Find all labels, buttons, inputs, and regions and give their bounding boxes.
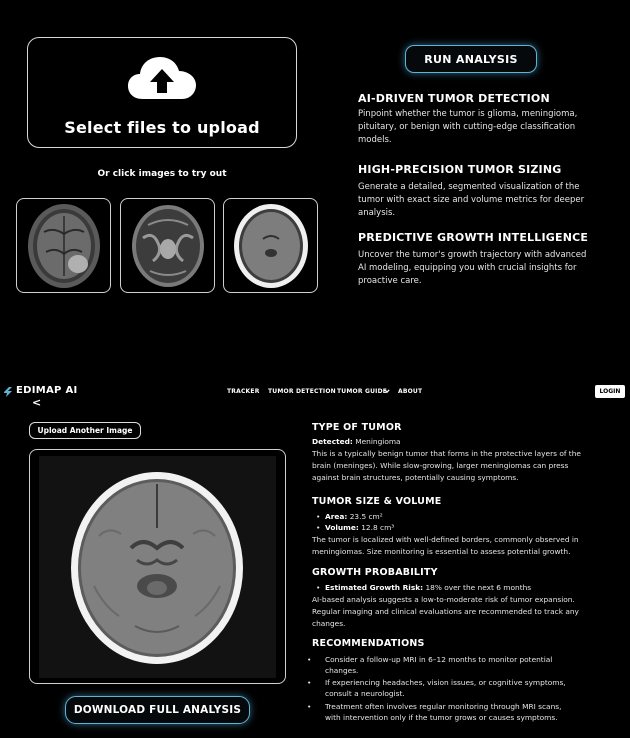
upload-dropzone[interactable] [27, 37, 297, 148]
detected-label: Detected: [312, 437, 353, 446]
volume-metric: • Volume: 12.8 cm³ [316, 523, 395, 532]
detected-value: Meningioma [355, 437, 401, 446]
download-analysis-button[interactable]: DOWNLOAD FULL ANALYSIS [65, 696, 250, 724]
cloud-upload-icon[interactable] [127, 55, 197, 100]
run-analysis-button[interactable]: RUN ANALYSIS [405, 45, 537, 73]
tumor-size-title: TUMOR SIZE & VOLUME [312, 496, 442, 507]
logo-text[interactable]: EDIMAP AI [16, 385, 78, 396]
recommendation-item: • Treatment often involves regular monito… [307, 702, 562, 722]
mri-thumbnail-1 [27, 203, 100, 288]
upload-label[interactable]: Select files to upload [64, 118, 260, 137]
sample-image-1[interactable] [16, 198, 111, 293]
growth-title: GROWTH PROBABILITY [312, 567, 438, 578]
feature-body-sizing: Generate a detailed, segmented visualiza… [358, 182, 585, 218]
growth-risk: • Estimated Growth Risk: 18% over the nex… [316, 583, 532, 592]
nav-tumor-guide[interactable]: TUMOR GUIDE [337, 388, 388, 395]
mri-thumbnail-3 [233, 203, 308, 288]
mri-thumbnail-2 [131, 204, 204, 287]
recommendations-title: RECOMMENDATIONS [312, 638, 425, 649]
feature-body-growth: Uncover the tumor's growth trajectory wi… [358, 250, 587, 286]
nav-tracker[interactable]: TRACKER [227, 388, 260, 395]
chevron-down-icon[interactable] [384, 388, 390, 394]
back-button[interactable]: < [32, 396, 42, 409]
feature-title-sizing: HIGH-PRECISION TUMOR SIZING [358, 163, 562, 176]
growth-body: AI-based analysis suggests a low-to-mode… [312, 595, 579, 628]
logo-icon[interactable] [3, 386, 15, 398]
tumor-type-title: TYPE OF TUMOR [312, 422, 402, 433]
sample-image-3[interactable] [223, 198, 318, 293]
nav-about[interactable]: ABOUT [398, 388, 423, 395]
recommendation-item: • If experiencing headaches, vision issue… [307, 678, 566, 698]
feature-body-detection: Pinpoint whether the tumor is glioma, me… [358, 109, 578, 145]
scan-frame [29, 449, 286, 684]
sample-image-2[interactable] [120, 198, 215, 293]
nav-tumor-detection[interactable]: TUMOR DETECTION [268, 388, 336, 395]
feature-title-growth: PREDICTIVE GROWTH INTELLIGENCE [358, 231, 589, 244]
tumor-size-body: The tumor is localized with well-defined… [312, 535, 579, 556]
tumor-type-body: Detected: Meningioma This is a typically… [312, 437, 581, 482]
upload-another-button[interactable]: Upload Another Image [29, 422, 141, 439]
feature-title-detection: AI-DRIVEN TUMOR DETECTION [358, 92, 550, 105]
recommendation-item: • Consider a follow-up MRI in 6–12 months… [307, 655, 553, 675]
try-samples-label: Or click images to try out [97, 169, 227, 179]
login-button[interactable]: LOGIN [595, 385, 625, 398]
ct-scan-image [39, 456, 276, 678]
area-metric: • Area: 23.5 cm² [316, 512, 383, 521]
